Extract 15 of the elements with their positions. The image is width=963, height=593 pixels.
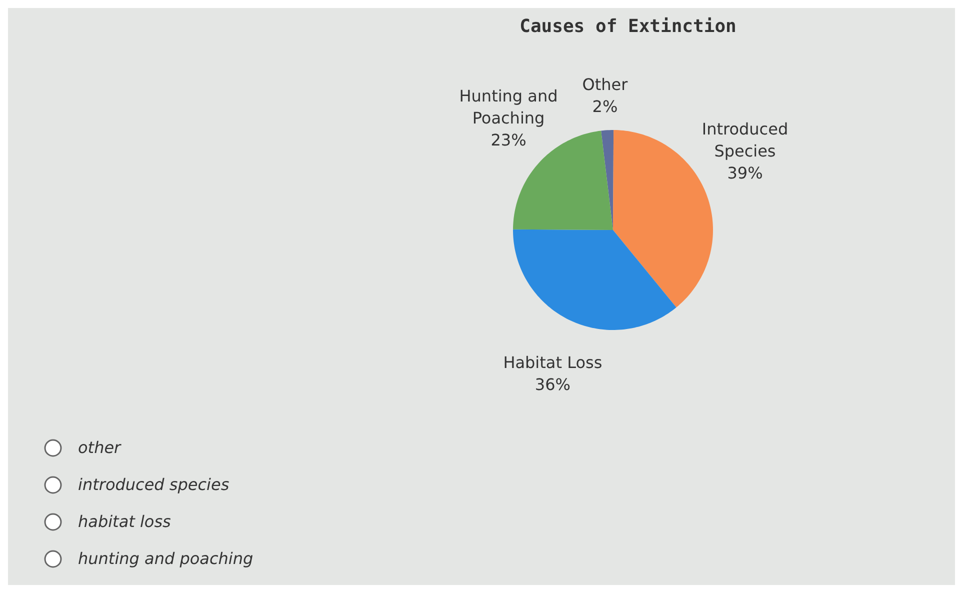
slice-label: Introduced Species (702, 120, 788, 161)
text: other (78, 438, 122, 457)
text: introduced species (78, 475, 230, 494)
slice-label: Other (582, 75, 628, 94)
pie-slice (601, 130, 614, 230)
text: hunting and poaching (78, 549, 254, 568)
chart-title: Causes of Extinction (520, 16, 736, 37)
text: habitat loss (78, 512, 171, 531)
data-label: 23% (490, 130, 526, 150)
data-label: 2% (592, 97, 618, 116)
slice-label: Hunting and Poaching (459, 86, 558, 128)
slice-label: Habitat Loss (503, 353, 602, 372)
pie-slice (513, 229, 676, 330)
data-label: 39% (727, 164, 763, 183)
data-label: 36% (534, 375, 570, 394)
